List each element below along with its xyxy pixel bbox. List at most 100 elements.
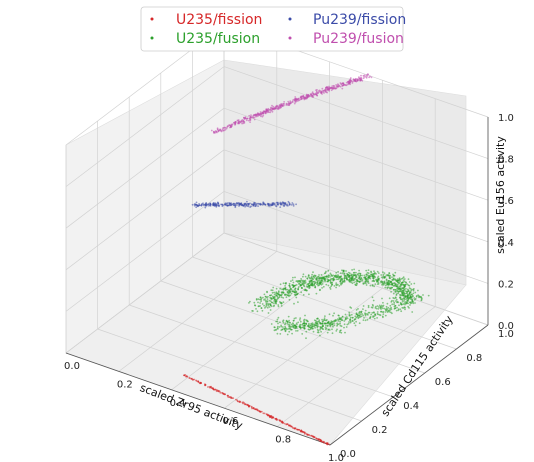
point	[296, 428, 299, 431]
point	[393, 297, 396, 300]
point	[412, 300, 415, 303]
point	[321, 322, 324, 325]
point	[285, 423, 288, 426]
point	[353, 79, 356, 82]
point	[372, 277, 375, 280]
point	[336, 318, 339, 321]
point	[265, 305, 267, 308]
point	[325, 283, 328, 286]
point	[267, 295, 269, 298]
point	[307, 276, 310, 278]
point	[388, 272, 391, 274]
point	[312, 278, 315, 281]
point	[346, 84, 348, 86]
point	[271, 301, 274, 304]
point	[267, 107, 270, 110]
point	[245, 119, 248, 122]
series-0-points	[183, 374, 331, 446]
point	[309, 281, 311, 284]
point	[400, 310, 403, 313]
point	[269, 309, 272, 311]
point	[412, 302, 415, 305]
point	[402, 276, 405, 279]
point	[394, 271, 397, 274]
point	[318, 91, 321, 93]
point	[294, 96, 297, 98]
z-tick-label: 0.8	[498, 155, 514, 166]
point	[324, 315, 326, 317]
point	[412, 292, 415, 295]
point	[227, 396, 230, 398]
point	[242, 401, 245, 404]
point	[356, 316, 359, 318]
point	[400, 294, 403, 297]
point	[333, 86, 336, 89]
point	[261, 303, 264, 305]
point	[382, 313, 385, 315]
point	[356, 80, 359, 82]
point	[270, 323, 273, 325]
point	[390, 301, 393, 303]
point	[198, 203, 201, 205]
point	[402, 303, 405, 305]
point	[413, 282, 416, 285]
point	[290, 323, 293, 326]
point	[400, 283, 403, 286]
x-axis-line	[65, 352, 331, 446]
point	[275, 205, 277, 207]
point	[314, 274, 317, 277]
point	[380, 304, 383, 307]
point	[277, 296, 280, 299]
point	[246, 202, 249, 205]
point	[215, 206, 218, 208]
point	[411, 311, 414, 313]
point	[275, 419, 278, 421]
point	[396, 300, 399, 303]
point	[372, 299, 375, 302]
point	[400, 298, 403, 300]
point	[327, 276, 330, 279]
point	[262, 114, 265, 117]
point	[357, 308, 359, 310]
y-tick-label: 0.6	[435, 377, 451, 388]
point	[307, 274, 310, 277]
point	[234, 205, 237, 207]
point	[403, 278, 406, 280]
point	[250, 205, 253, 208]
point	[290, 425, 293, 428]
point	[276, 325, 279, 328]
point	[419, 296, 422, 298]
point	[230, 397, 233, 399]
point	[390, 291, 392, 293]
point	[327, 324, 329, 327]
point	[310, 284, 313, 287]
point	[275, 300, 278, 302]
point	[360, 277, 363, 279]
point	[341, 272, 344, 274]
point	[337, 319, 340, 322]
point	[404, 295, 406, 298]
point	[276, 320, 279, 323]
point	[373, 270, 375, 273]
point	[329, 276, 331, 278]
point	[351, 316, 354, 319]
point	[251, 203, 254, 206]
point	[355, 309, 358, 311]
point	[275, 287, 278, 290]
point	[312, 325, 315, 328]
point	[297, 321, 300, 324]
point	[228, 396, 231, 399]
point	[288, 330, 291, 333]
point	[318, 89, 321, 92]
floor-grid-y-1	[97, 328, 362, 422]
point	[408, 284, 411, 287]
point	[398, 282, 400, 285]
point	[285, 102, 288, 105]
point	[364, 319, 367, 322]
point	[395, 298, 398, 301]
point	[397, 279, 399, 282]
point	[374, 313, 376, 316]
legend-label-2: Pu239/fission	[313, 12, 406, 28]
point	[331, 323, 334, 326]
point	[343, 320, 346, 322]
